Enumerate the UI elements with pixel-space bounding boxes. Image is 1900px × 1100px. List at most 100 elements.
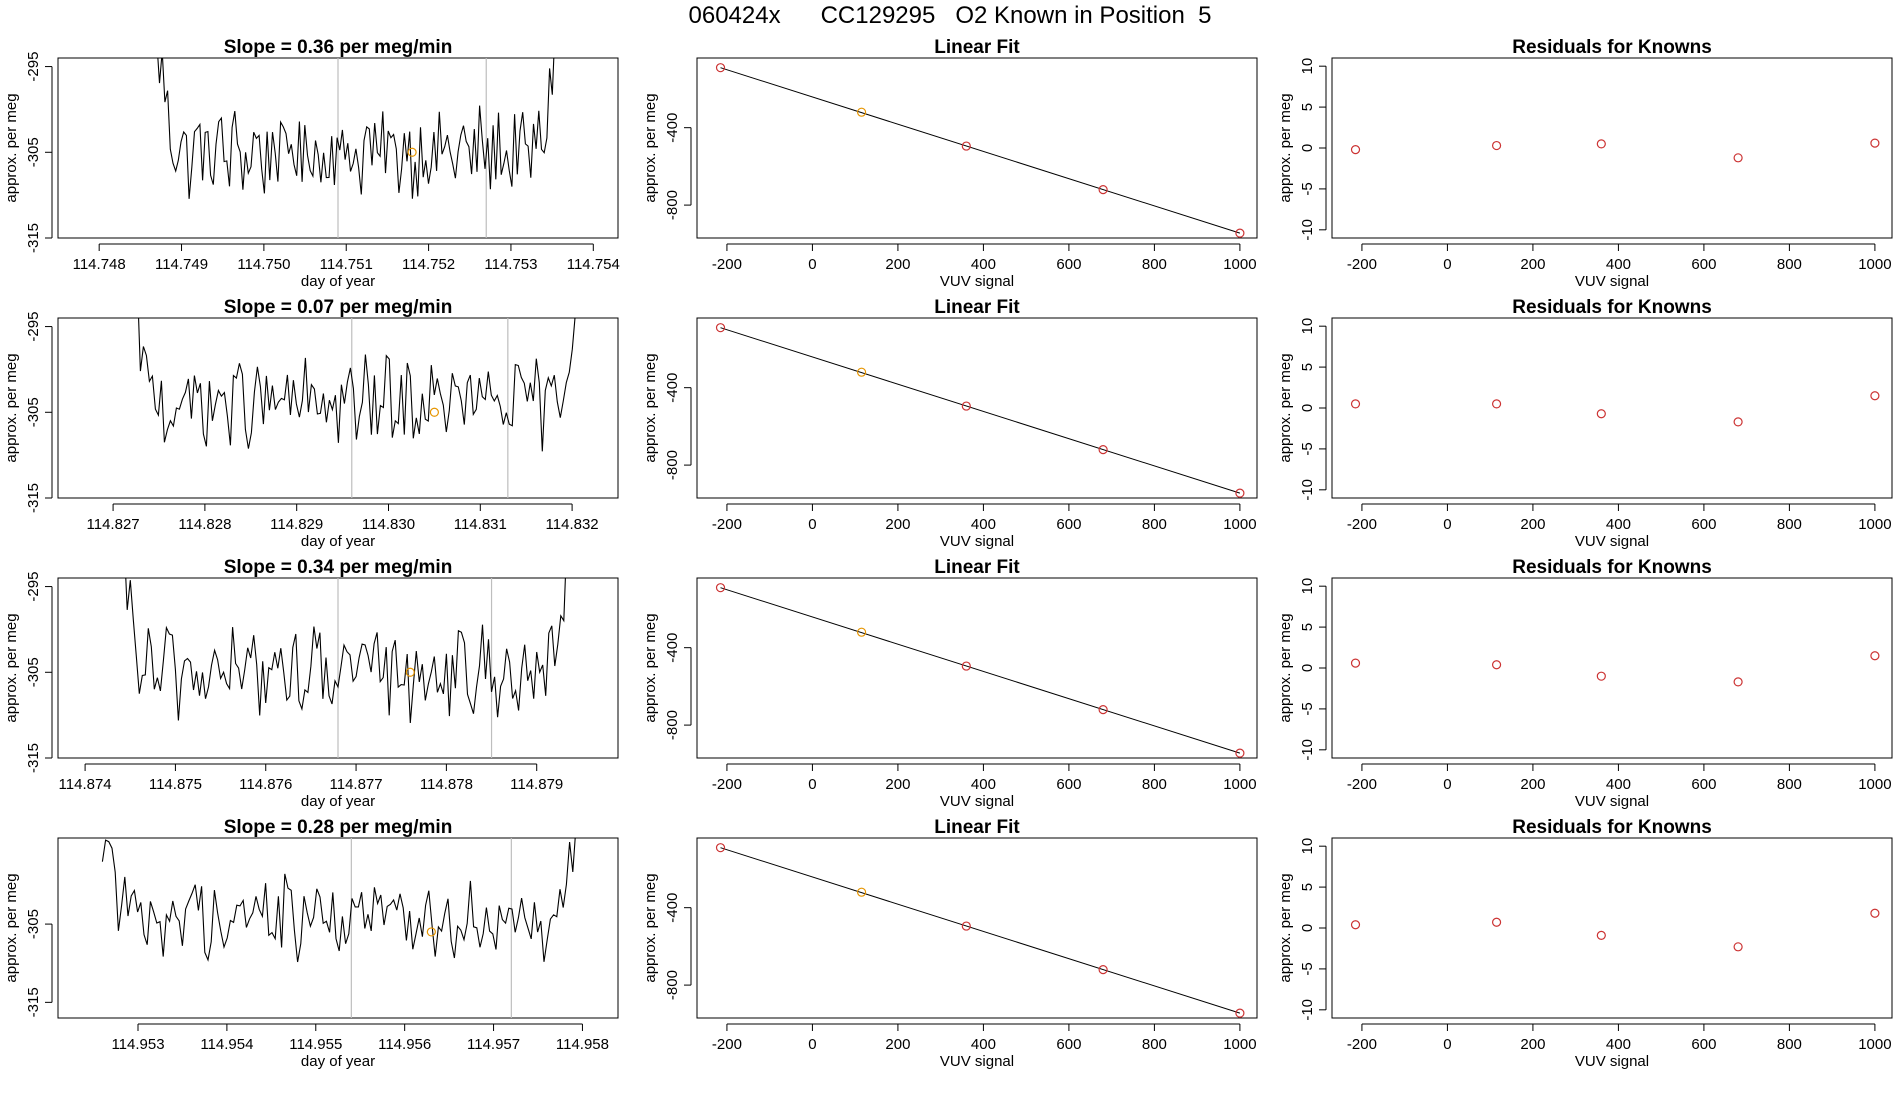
y-tick-label: -305 [25, 909, 42, 939]
x-tick-label: 400 [971, 776, 996, 793]
residual-point [1491, 660, 1502, 670]
plot-data [157, 58, 555, 238]
y-tick-label: -10 [1299, 479, 1316, 501]
residual-point [1350, 399, 1361, 409]
y-tick-label: 0 [1299, 144, 1316, 152]
x-tick-label: 114.828 [178, 516, 231, 533]
x-tick-label: 114.752 [402, 256, 455, 273]
y-tick-label: -315 [25, 743, 42, 773]
figure-title: 060424x CC129295 O2 Known in Position 5 [688, 2, 1212, 29]
x-axis-label: VUV signal [940, 533, 1014, 550]
x-tick-label: 400 [1606, 1036, 1631, 1053]
x-tick-label: 800 [1142, 256, 1167, 273]
y-tick-label: -10 [1299, 999, 1316, 1021]
sample-point [856, 367, 867, 377]
y-tick-label: -10 [1299, 219, 1316, 241]
x-tick-label: 800 [1777, 516, 1802, 533]
x-tick-label: 1000 [1858, 776, 1891, 793]
x-tick-label: 114.829 [270, 516, 323, 533]
fit-line [720, 67, 1241, 234]
y-tick-label: 10 [1299, 58, 1316, 75]
sample-marker [407, 147, 417, 157]
residual-point [1733, 153, 1743, 163]
x-tick-label: 400 [1606, 516, 1631, 533]
y-tick-label: -5 [1299, 702, 1316, 715]
y-tick-label: -400 [664, 893, 681, 923]
x-tick-label: 114.750 [237, 256, 290, 273]
x-tick-label: 400 [1606, 776, 1631, 793]
x-tick-label: 600 [1691, 1036, 1716, 1053]
x-tick-label: 114.827 [87, 516, 140, 533]
x-axis-label: VUV signal [1575, 533, 1649, 550]
known-point [1235, 488, 1245, 498]
known-point [1098, 185, 1108, 195]
x-tick-label: 0 [1443, 776, 1451, 793]
known-point [1098, 445, 1108, 455]
known-point [1098, 705, 1108, 715]
x-tick-label: 1000 [1858, 1036, 1891, 1053]
y-tick-label: -295 [25, 52, 42, 82]
known-point [961, 141, 971, 151]
x-tick-label: 200 [885, 1036, 910, 1053]
known-point [961, 921, 971, 931]
x-tick-label: 114.830 [362, 516, 415, 533]
plot-frame [57, 837, 619, 1019]
time-series-trace [101, 838, 576, 963]
x-tick-label: 114.874 [59, 776, 112, 793]
plot-title: Slope = 0.28 per meg/min [224, 817, 453, 838]
x-axis-label: day of year [301, 273, 375, 290]
y-tick-label: 5 [1299, 363, 1316, 371]
x-tick-label: 1000 [1858, 516, 1891, 533]
panel-2-2: Linear Fit -200 0 200 400 600 800 1000 VUV signa… [642, 297, 1258, 550]
known-point [715, 583, 726, 593]
plot-data [715, 583, 1245, 758]
fit-line [720, 587, 1241, 754]
x-tick-label: 600 [1056, 256, 1081, 273]
x-tick-label: 800 [1142, 776, 1167, 793]
plot-frame [696, 317, 1258, 499]
x-tick-label: -200 [712, 256, 742, 273]
x-tick-label: 114.831 [454, 516, 507, 533]
y-axis-label: approx. per meg [3, 353, 20, 462]
residual-point [1350, 145, 1361, 155]
y-tick-label: -5 [1299, 962, 1316, 975]
y-tick-label: -315 [25, 483, 42, 513]
y-tick-label: -800 [664, 450, 681, 480]
x-axis-label: VUV signal [1575, 1053, 1649, 1070]
fit-line [720, 327, 1241, 494]
plot-frame [1331, 57, 1893, 239]
y-tick-label: 5 [1299, 103, 1316, 111]
plot-frame [57, 317, 619, 499]
y-tick-label: -800 [664, 970, 681, 1000]
y-tick-label: -295 [25, 312, 42, 342]
residual-point [1491, 140, 1502, 151]
known-point [715, 843, 726, 853]
sample-point [856, 887, 867, 897]
x-axis-label: VUV signal [940, 273, 1014, 290]
plot-title: Slope = 0.36 per meg/min [224, 37, 453, 58]
x-tick-label: 0 [808, 516, 816, 533]
x-tick-label: 0 [808, 256, 816, 273]
x-tick-label: 114.957 [467, 1036, 520, 1053]
x-tick-label: 400 [971, 1036, 996, 1053]
plot-title: Linear Fit [934, 37, 1020, 58]
y-tick-label: -305 [25, 657, 42, 687]
x-tick-label: 114.832 [546, 516, 599, 533]
x-tick-label: 400 [971, 516, 996, 533]
y-axis-label: approx. per meg [642, 353, 659, 462]
plot-data [101, 838, 576, 1018]
plot-data [125, 578, 566, 758]
x-tick-label: 200 [1520, 1036, 1545, 1053]
x-tick-label: 114.954 [200, 1036, 253, 1053]
x-tick-label: 800 [1777, 256, 1802, 273]
residual-point [1491, 917, 1502, 927]
y-tick-label: 0 [1299, 664, 1316, 672]
x-tick-label: 114.953 [111, 1036, 164, 1053]
plot-data [138, 318, 576, 498]
residual-point [1596, 409, 1606, 419]
residual-point [1870, 908, 1880, 918]
plot-title: Linear Fit [934, 817, 1020, 838]
panel-1-1: Slope = 0.36 per meg/min 114.748 114.749 11… [3, 37, 620, 290]
y-tick-label: -400 [664, 113, 681, 143]
plot-data [1350, 651, 1880, 687]
